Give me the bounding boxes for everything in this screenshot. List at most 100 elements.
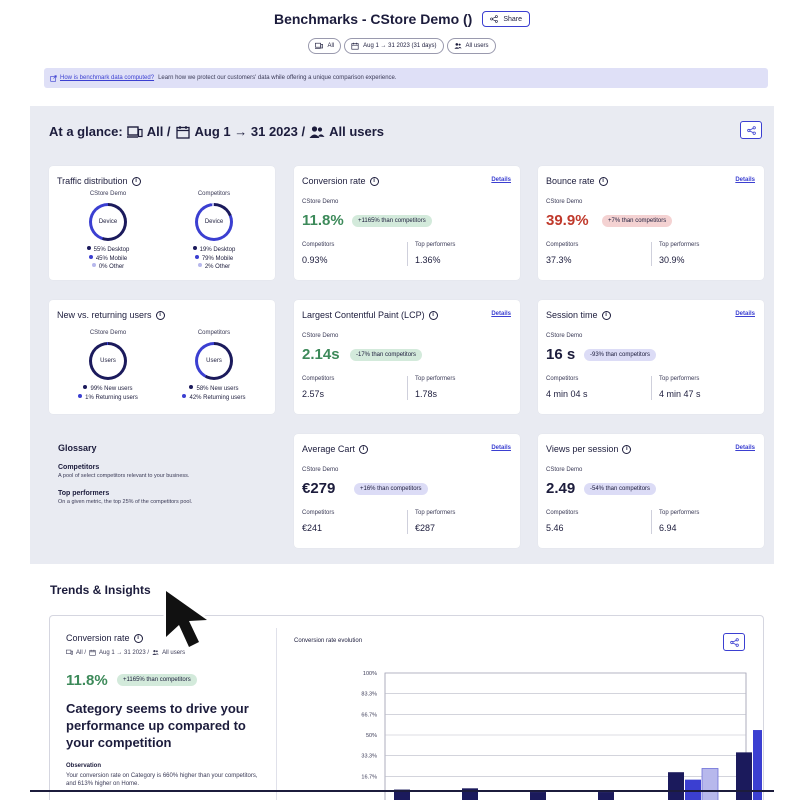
details-link[interactable]: Details: [735, 445, 755, 451]
info-icon[interactable]: i: [133, 633, 143, 643]
legend-text: 55% Desktop: [93, 247, 130, 253]
share-label: Share: [503, 15, 523, 23]
chart-bar: [462, 788, 478, 800]
details-link[interactable]: Details: [491, 311, 511, 317]
top-performers-label: Top performers: [659, 376, 700, 382]
comparison-badge: +1165% than competitors: [352, 215, 432, 227]
chart-share-button[interactable]: [723, 633, 745, 651]
card-title: Largest Contentful Paint (LCP) i: [302, 310, 438, 320]
metric-subject: CStore Demo: [302, 467, 339, 473]
divider: [651, 510, 652, 534]
competitors-label: Competitors: [546, 376, 579, 382]
legend-dot: [194, 254, 199, 259]
new-vs-returning-card: New vs. returning users i CStore Demo Use…: [49, 300, 275, 414]
info-icon[interactable]: i: [369, 176, 379, 186]
competitors-label: Competitors: [302, 242, 335, 248]
donut-center: Device: [92, 206, 124, 238]
top-performers-label: Top performers: [415, 510, 456, 516]
metric-value: €279: [302, 480, 336, 497]
chip-date-label: Aug 1 → 31 2023 (31 days): [363, 43, 437, 49]
info-icon[interactable]: i: [622, 444, 632, 454]
donut-center: Users: [198, 345, 230, 377]
details-link[interactable]: Details: [491, 445, 511, 451]
info-icon[interactable]: i: [131, 176, 141, 186]
legend-dot: [189, 385, 194, 389]
trend-card-title-text: Conversion rate: [66, 633, 130, 643]
donut-chart: Device: [195, 203, 233, 241]
mouse-pointer-icon: [163, 588, 210, 650]
card-title: Average Cart i: [302, 444, 368, 454]
details-link[interactable]: Details: [735, 177, 755, 183]
card-title: Session time i: [546, 310, 611, 320]
comparison-badge: +16% than competitors: [354, 483, 428, 495]
benchmark-info-link[interactable]: How is benchmark data computed?: [50, 74, 154, 82]
details-link[interactable]: Details: [491, 177, 511, 183]
glance-prefix: At a glance:: [49, 124, 123, 139]
chart-bar: [685, 779, 701, 800]
chip-device-label: All: [327, 43, 335, 49]
chip-users[interactable]: All users: [446, 38, 496, 54]
donut-legend: 58% New users 42% Returning users: [169, 385, 259, 402]
card-title-text: Conversion rate: [302, 176, 366, 186]
comparison-badge: -17% than competitors: [350, 349, 423, 361]
users-icon: [152, 649, 159, 655]
legend-item: 19% Desktop: [169, 246, 259, 255]
top-performers-value: 4 min 47 s: [659, 389, 701, 399]
legend-item: 55% Desktop: [63, 246, 153, 255]
metric-value: 2.14s: [302, 346, 340, 363]
legend-item: 1% Returning users: [63, 393, 153, 403]
donut-legend: 55% Desktop 45% Mobile 0% Other: [63, 246, 153, 272]
divider: [407, 242, 408, 266]
top-performers-label: Top performers: [659, 242, 700, 248]
legend-dot: [197, 263, 202, 267]
info-bar-text: Learn how we protect our customers' data…: [158, 75, 397, 81]
users-icon: [309, 125, 325, 138]
chip-device[interactable]: All: [308, 38, 342, 54]
trends-title: Trends & Insights: [50, 583, 151, 597]
donut-label: Competitors: [197, 191, 231, 197]
info-icon[interactable]: i: [358, 444, 368, 454]
donut-legend: 99% New users 1% Returning users: [63, 385, 153, 402]
divider: [651, 376, 652, 400]
card-title: New vs. returning users i: [57, 310, 165, 320]
trend-divider: [276, 628, 277, 800]
info-icon[interactable]: i: [598, 176, 608, 186]
competitors-label: Competitors: [302, 510, 335, 516]
glance-date: Aug 1 → 31 2023 /: [194, 124, 306, 139]
donut-chart: Users: [195, 342, 233, 380]
legend-item: 58% New users: [169, 385, 259, 394]
views-per-session-card: Views per session i Details CStore Demo 2…: [538, 434, 764, 548]
donut-center: Users: [92, 345, 124, 377]
calendar-icon: [351, 42, 359, 50]
details-link[interactable]: Details: [735, 311, 755, 317]
chart-bar: [394, 789, 410, 800]
top-performers-value: €287: [415, 523, 436, 533]
glance-share-button[interactable]: [740, 121, 762, 139]
chip-date[interactable]: Aug 1 → 31 2023 (31 days): [344, 38, 444, 54]
observation-title: Observation: [66, 763, 102, 769]
glance-device: All /: [146, 124, 171, 139]
info-icon[interactable]: i: [601, 310, 611, 320]
legend-dot: [86, 246, 91, 250]
legend-item: 45% Mobile: [63, 254, 153, 264]
trend-metric-value: 11.8%: [66, 672, 108, 689]
device-icon: [66, 649, 73, 655]
trend-headline: Category seems to drive your performance…: [66, 701, 249, 750]
info-icon[interactable]: i: [428, 310, 438, 320]
info-icon[interactable]: i: [155, 310, 165, 320]
share-button[interactable]: Share: [482, 11, 531, 27]
glossary-term-top-performers: Top performers: [58, 490, 110, 497]
competitors-label: Competitors: [546, 510, 579, 516]
metric-subject: CStore Demo: [546, 199, 583, 205]
trend-comparison-badge: +1165% than competitors: [117, 674, 197, 686]
legend-text: 1% Returning users: [85, 394, 138, 401]
metric-value: 16 s: [546, 346, 576, 363]
legend-text: 19% Desktop: [199, 247, 236, 253]
top-performers-value: 1.78s: [415, 389, 438, 399]
card-title-text: New vs. returning users: [57, 310, 152, 320]
legend-dot: [91, 263, 96, 267]
external-link-icon: [50, 74, 57, 82]
top-performers-label: Top performers: [415, 242, 456, 248]
legend-dot: [78, 393, 83, 398]
bottom-divider: [30, 790, 774, 792]
